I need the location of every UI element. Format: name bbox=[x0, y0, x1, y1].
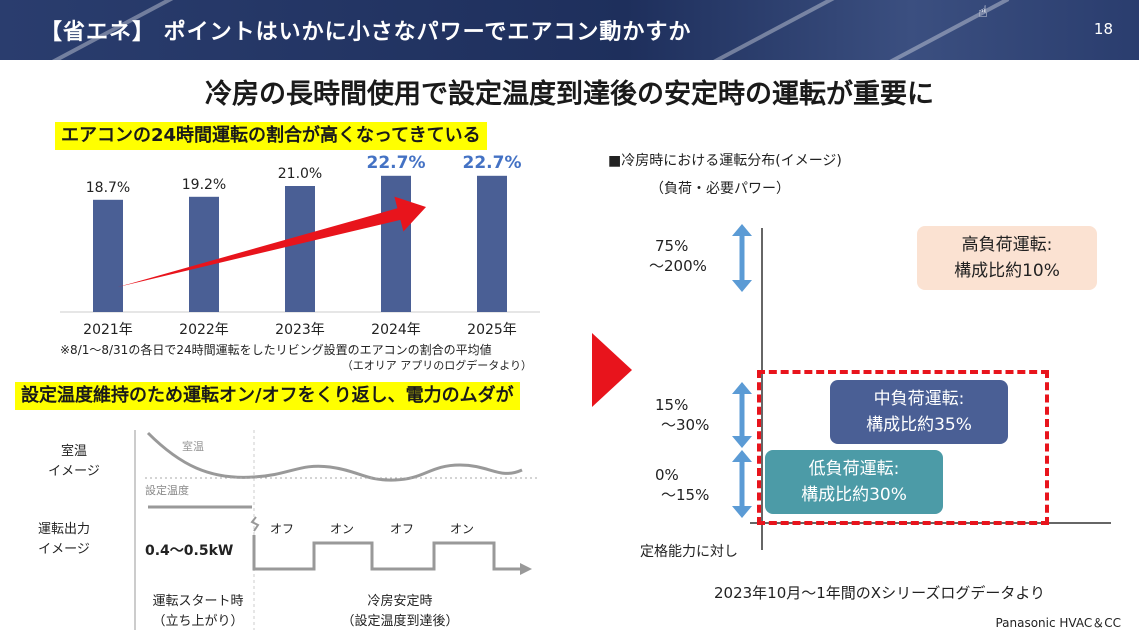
bar-category-label: 2022年 bbox=[179, 322, 229, 338]
box-ratio: 構成比約30% bbox=[801, 485, 907, 505]
range-mid: 15% ～30% bbox=[655, 395, 709, 435]
bar-2021年 bbox=[93, 199, 123, 312]
low-load-box: 低負荷運転: 構成比約30% bbox=[765, 450, 943, 514]
distribution-axes bbox=[732, 224, 1111, 550]
bar-chart-24h-ratio: 18.7% 2021年 19.2% 2022年 21.0% 2023年 22.7% 2024年… bbox=[60, 153, 540, 338]
room-temp-curve-label: 室温 bbox=[182, 439, 204, 453]
main-title: 冷房の長時間使用で設定温度到達後の安定時の運転が重要に bbox=[205, 79, 934, 110]
mid-load-box: 中負荷運転: 構成比約35% bbox=[830, 380, 1008, 444]
bar-2025年 bbox=[477, 175, 507, 312]
note-line-2: （エオリア アプリのログデータより） bbox=[341, 359, 532, 372]
output-value: 0.4～0.5kW bbox=[145, 543, 233, 559]
bar-value-label: 22.7% bbox=[367, 153, 426, 173]
bar-value-label: 18.7% bbox=[86, 180, 130, 196]
bar-category-label: 2021年 bbox=[83, 322, 133, 338]
bar-value-label: 19.2% bbox=[182, 177, 226, 193]
off-label: オフ bbox=[390, 522, 414, 536]
room-temp-label: 室温 bbox=[61, 443, 87, 459]
highlight-dashed-frame bbox=[757, 370, 1049, 525]
on-label: オン bbox=[450, 522, 474, 536]
trend-arrow-icon bbox=[118, 196, 426, 287]
box-ratio: 構成比約35% bbox=[866, 415, 972, 435]
bar-category-label: 2024年 bbox=[371, 322, 421, 338]
header-title: 【省エネ】 ポイントはいかに小さなパワーでエアコン動かすか bbox=[40, 20, 692, 45]
off-label: オフ bbox=[270, 522, 294, 536]
start-phase-label: 運転スタート時 bbox=[152, 594, 243, 609]
output-label: イメージ bbox=[38, 542, 90, 557]
bar-value-label: 22.7% bbox=[463, 153, 522, 173]
range-line: 75% bbox=[655, 237, 689, 255]
range-arrow-icon bbox=[732, 224, 752, 292]
bar-2024年 bbox=[381, 175, 411, 312]
arrow-head-icon bbox=[520, 563, 532, 575]
range-arrow-icon bbox=[732, 450, 752, 518]
highlight-24h-operation: エアコンの24時間運転の割合が高くなってきている bbox=[55, 122, 487, 150]
high-load-box: 高負荷運転: 構成比約10% bbox=[917, 226, 1097, 290]
footer-brand: Panasonic HVAC＆CC bbox=[995, 616, 1121, 630]
range-line: 0% bbox=[655, 466, 679, 484]
data-source: 2023年10月～1年間のXシリーズログデータより bbox=[714, 584, 1046, 602]
axis-label: 定格能力に対し bbox=[640, 544, 738, 560]
on-label: オン bbox=[330, 522, 354, 536]
slide-header: 【省エネ】 ポイントはいかに小さなパワーでエアコン動かすか 18 ☝ bbox=[0, 0, 1139, 60]
start-phase-label: （立ち上がり） bbox=[152, 614, 243, 629]
onoff-diagram: 室温 イメージ 室温 設定温度 運転出力 イメージ 0.4～0.5kW オフ オ… bbox=[38, 430, 540, 630]
room-temp-curve bbox=[146, 431, 523, 482]
bar-category-label: 2023年 bbox=[275, 322, 325, 338]
page-number: 18 bbox=[1093, 20, 1113, 38]
output-label: 運転出力 bbox=[38, 522, 90, 537]
box-label: 低負荷運転: bbox=[808, 459, 900, 479]
right-arrow-icon bbox=[592, 333, 632, 407]
stable-phase-label: 冷房安定時 bbox=[367, 593, 432, 609]
distribution-subtitle: （負荷・必要パワー） bbox=[650, 181, 790, 197]
bar-2022年 bbox=[189, 196, 219, 312]
distribution-title: ■冷房時における運転分布(イメージ) bbox=[608, 153, 842, 169]
stable-phase-label: （設定温度到達後） bbox=[341, 613, 458, 629]
range-arrow-icon bbox=[732, 382, 752, 448]
bar-category-label: 2025年 bbox=[467, 322, 517, 338]
box-ratio: 構成比約10% bbox=[954, 261, 1060, 281]
box-label: 中負荷運転: bbox=[873, 389, 965, 409]
range-line: ～30% bbox=[661, 416, 710, 434]
hand-cursor-icon: ☝ bbox=[978, 2, 988, 21]
range-high: 75% ～200% bbox=[649, 236, 707, 276]
range-low: 0% ～15% bbox=[655, 465, 709, 505]
box-label: 高負荷運転: bbox=[961, 235, 1053, 255]
output-onoff-line bbox=[252, 535, 522, 571]
range-line: ～200% bbox=[649, 257, 707, 275]
note-line-1: ※8/1～8/31の各日で24時間運転をしたリビング設置のエアコンの割合の平均値 bbox=[60, 343, 492, 357]
bar-2023年 bbox=[285, 186, 315, 312]
highlight-onoff-waste: 設定温度維持のため運転オン/オフをくり返し、電力のムダが bbox=[15, 382, 520, 410]
range-line: ～15% bbox=[661, 486, 710, 504]
range-line: 15% bbox=[655, 396, 689, 414]
set-temp-label: 設定温度 bbox=[145, 483, 189, 497]
room-temp-label: イメージ bbox=[48, 464, 100, 479]
bar-value-label: 21.0% bbox=[278, 166, 322, 182]
bar-chart-note: ※8/1～8/31の各日で24時間運転をしたリビング設置のエアコンの割合の平均値… bbox=[60, 343, 540, 373]
output-break-icon bbox=[250, 516, 260, 532]
